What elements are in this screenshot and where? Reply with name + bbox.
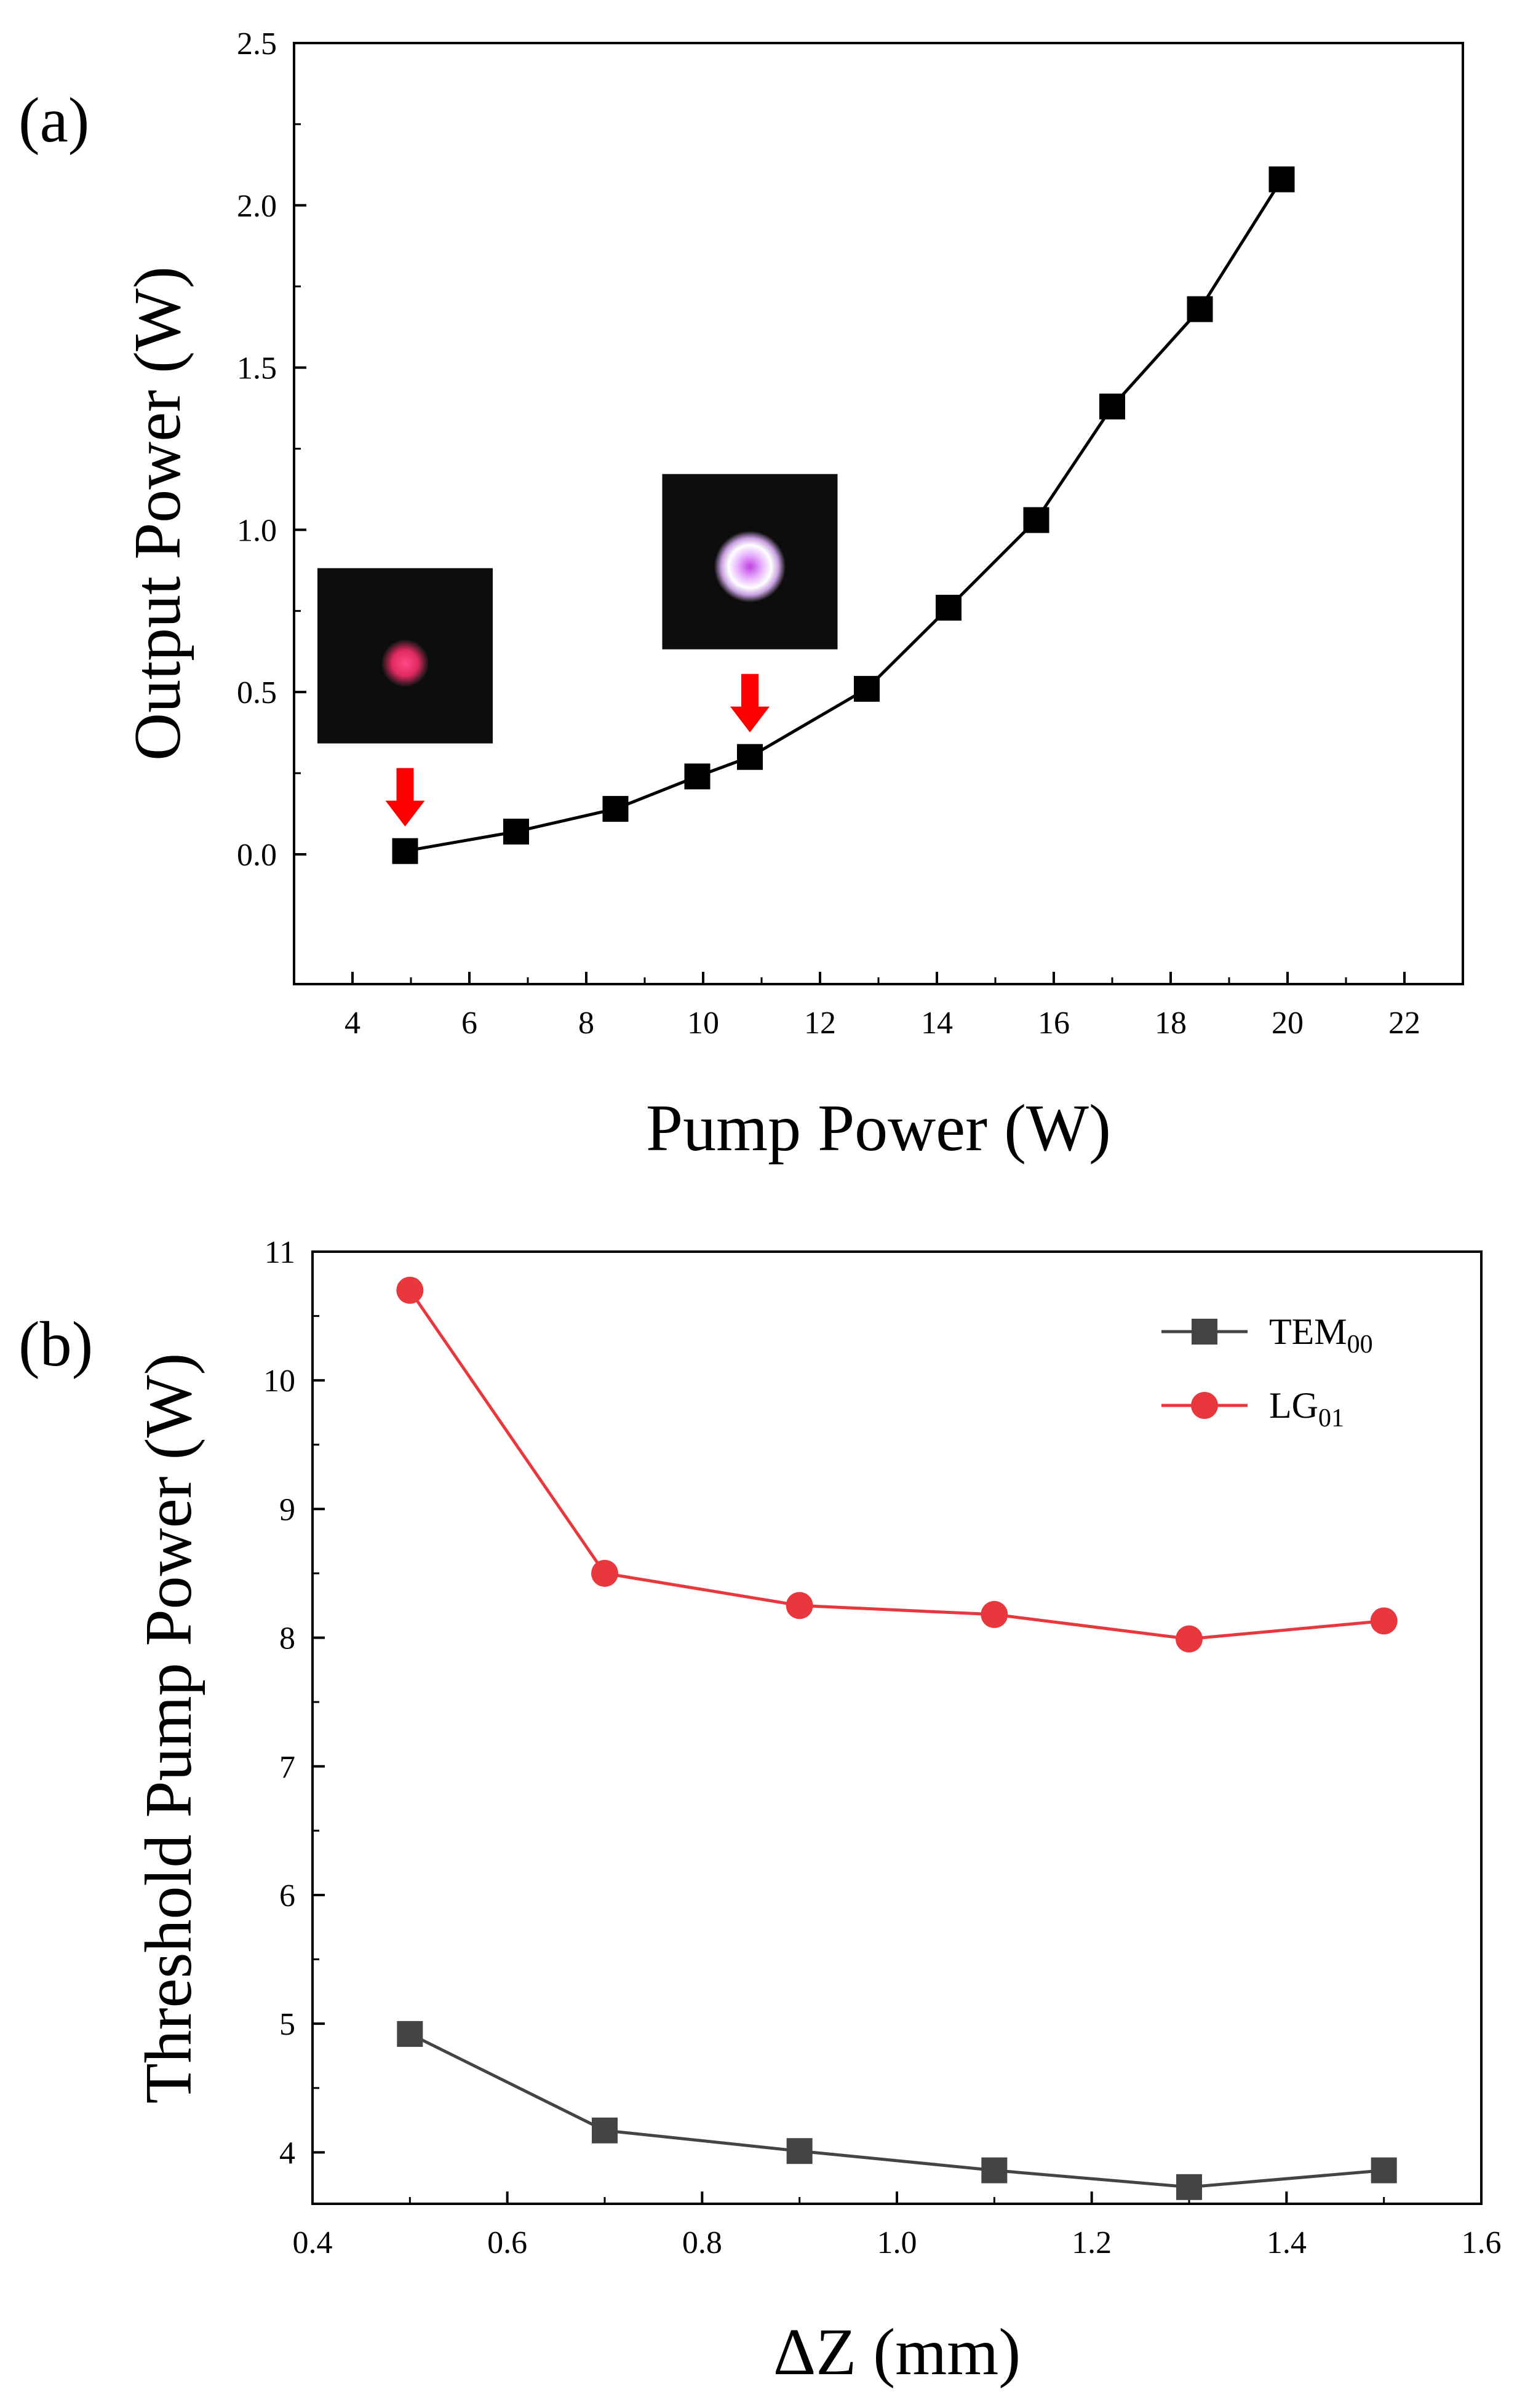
data-point (396, 1276, 424, 1304)
y-tick-label: 6 (279, 1878, 295, 1913)
data-point (1176, 2174, 1202, 2200)
arrow-shaft (741, 674, 759, 708)
y-tick-label: 1.5 (237, 351, 277, 386)
legend-label-main: LG (1269, 1385, 1318, 1426)
x-tick-label: 16 (1038, 1006, 1070, 1041)
x-axis-a: 4 6 8 10 12 14 16 18 20 22 (344, 972, 1420, 1041)
y-tick-label: 2.0 (237, 189, 277, 224)
data-point (592, 2117, 618, 2144)
data-point (854, 675, 880, 702)
y-tick-label: 0.5 (237, 675, 277, 710)
panel-label-b: (b) (18, 1309, 93, 1380)
legend-marker (1192, 1319, 1217, 1345)
data-point (981, 1600, 1008, 1628)
data-point (786, 1592, 813, 1619)
y-axis-label-a: Output Power (W) (121, 266, 194, 761)
legend-label-subscript: 01 (1318, 1404, 1344, 1432)
x-tick-label: 1.0 (877, 2225, 917, 2260)
data-point (981, 2157, 1008, 2183)
legend-label-main: TEM (1269, 1311, 1347, 1352)
x-tick-label: 1.6 (1462, 2225, 1502, 2260)
beam-spot-icon (381, 640, 429, 687)
legend-label: TEM00 (1269, 1311, 1373, 1359)
y-tick-label: 9 (279, 1492, 295, 1527)
y-tick-label: 0.0 (237, 838, 277, 873)
y-tick-label: 10 (263, 1364, 295, 1399)
donut-beam-icon (714, 531, 786, 603)
x-axis-label-a: Pump Power (W) (646, 1092, 1111, 1165)
data-point (1099, 393, 1125, 419)
data-point (936, 595, 962, 621)
y-axis-b: 4 5 6 7 8 9 10 11 (263, 1235, 325, 2171)
data-point (1370, 1607, 1398, 1635)
x-tick-label: 0.4 (293, 2225, 333, 2260)
x-tick-label: 1.2 (1072, 2225, 1112, 2260)
data-point (1371, 2157, 1397, 2183)
chart-a: (a) 4 6 8 10 12 14 16 18 20 22 0.0 0.5 1.0 1.5 2.0 2.5… (18, 26, 1464, 1165)
x-tick-label: 0.6 (487, 2225, 527, 2260)
arrow-down-icon (730, 706, 770, 733)
series-line (409, 2032, 1384, 2189)
x-tick-label: 12 (804, 1006, 836, 1041)
insets-a (317, 474, 838, 827)
y-axis-a: 0.0 0.5 1.0 1.5 2.0 2.5 (237, 26, 306, 873)
x-axis-label-b: ΔZ (mm) (773, 2316, 1021, 2389)
data-point (1187, 296, 1213, 322)
x-tick-label: 1.4 (1267, 2225, 1307, 2260)
x-tick-label: 18 (1155, 1006, 1187, 1041)
series-line (408, 1289, 1384, 1641)
x-tick-label: 8 (578, 1006, 594, 1041)
series-a (392, 166, 1295, 864)
panel-label-a: (a) (18, 85, 89, 156)
series-b (396, 1276, 1398, 2200)
x-tick-label: 0.8 (682, 2225, 722, 2260)
y-tick-label: 8 (279, 1621, 295, 1656)
data-point (786, 2138, 813, 2164)
data-point (1268, 166, 1295, 193)
legend-item: TEM00 (1161, 1311, 1373, 1359)
arrow-down-icon (385, 800, 425, 827)
inset-tem00 (317, 568, 493, 827)
x-tick-label: 22 (1388, 1006, 1420, 1041)
y-tick-label: 4 (279, 2136, 295, 2171)
x-axis-b: 0.4 0.6 0.8 1.0 1.2 1.4 1.6 (293, 2191, 1502, 2260)
data-point (397, 2021, 423, 2047)
data-point (1023, 507, 1049, 533)
legend-item: LG01 (1161, 1385, 1344, 1432)
y-tick-label: 2.5 (237, 26, 277, 62)
legend-marker (1191, 1392, 1218, 1419)
y-tick-label: 5 (279, 2007, 295, 2042)
x-tick-label: 10 (687, 1006, 719, 1041)
x-tick-label: 20 (1272, 1006, 1304, 1041)
series-line (405, 178, 1283, 853)
x-tick-label: 14 (921, 1006, 953, 1041)
y-tick-label: 11 (265, 1235, 295, 1270)
x-tick-label: 4 (344, 1006, 360, 1041)
y-tick-label: 1.0 (237, 513, 277, 548)
y-axis-label-b: Threshold Pump Power (W) (132, 1353, 205, 2104)
legend-label: LG01 (1269, 1385, 1344, 1432)
chart-b: (b) 0.4 0.6 0.8 1.0 1.2 1.4 1.6 4 5 6 7 8 9 10 11 TEM… (18, 1235, 1502, 2389)
data-point (737, 744, 763, 770)
data-point (602, 796, 629, 822)
x-tick-label: 6 (461, 1006, 477, 1041)
arrow-shaft (396, 768, 414, 802)
data-point (392, 838, 418, 864)
data-point (1176, 1625, 1203, 1653)
legend-label-subscript: 00 (1347, 1330, 1373, 1359)
inset-lg01 (662, 474, 838, 733)
data-point (591, 1559, 618, 1587)
data-point (684, 763, 711, 790)
y-tick-label: 7 (279, 1750, 295, 1785)
data-point (503, 819, 529, 845)
